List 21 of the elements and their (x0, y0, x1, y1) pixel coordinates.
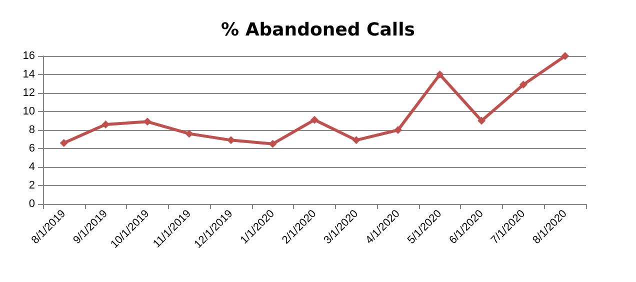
point (561, 52, 570, 60)
point (226, 136, 235, 144)
point (185, 130, 194, 138)
y-tick-label: 14 (22, 68, 35, 80)
point (478, 116, 486, 125)
y-tick-label: 0 (28, 198, 35, 210)
point (436, 70, 444, 78)
y-tick-label: 12 (22, 87, 35, 99)
y-tick-label: 16 (22, 50, 35, 62)
y-tick-label: 8 (28, 124, 35, 136)
chart-title: % Abandoned Calls (221, 20, 415, 40)
y-tick-label: 4 (28, 161, 35, 173)
y-tick-label: 10 (22, 106, 35, 118)
point (352, 136, 360, 144)
point (60, 138, 68, 147)
point (394, 126, 402, 134)
point (268, 140, 277, 148)
point (519, 80, 528, 89)
y-tick-label: 2 (28, 180, 35, 192)
point (310, 116, 318, 124)
y-tick-label: 6 (28, 142, 35, 154)
